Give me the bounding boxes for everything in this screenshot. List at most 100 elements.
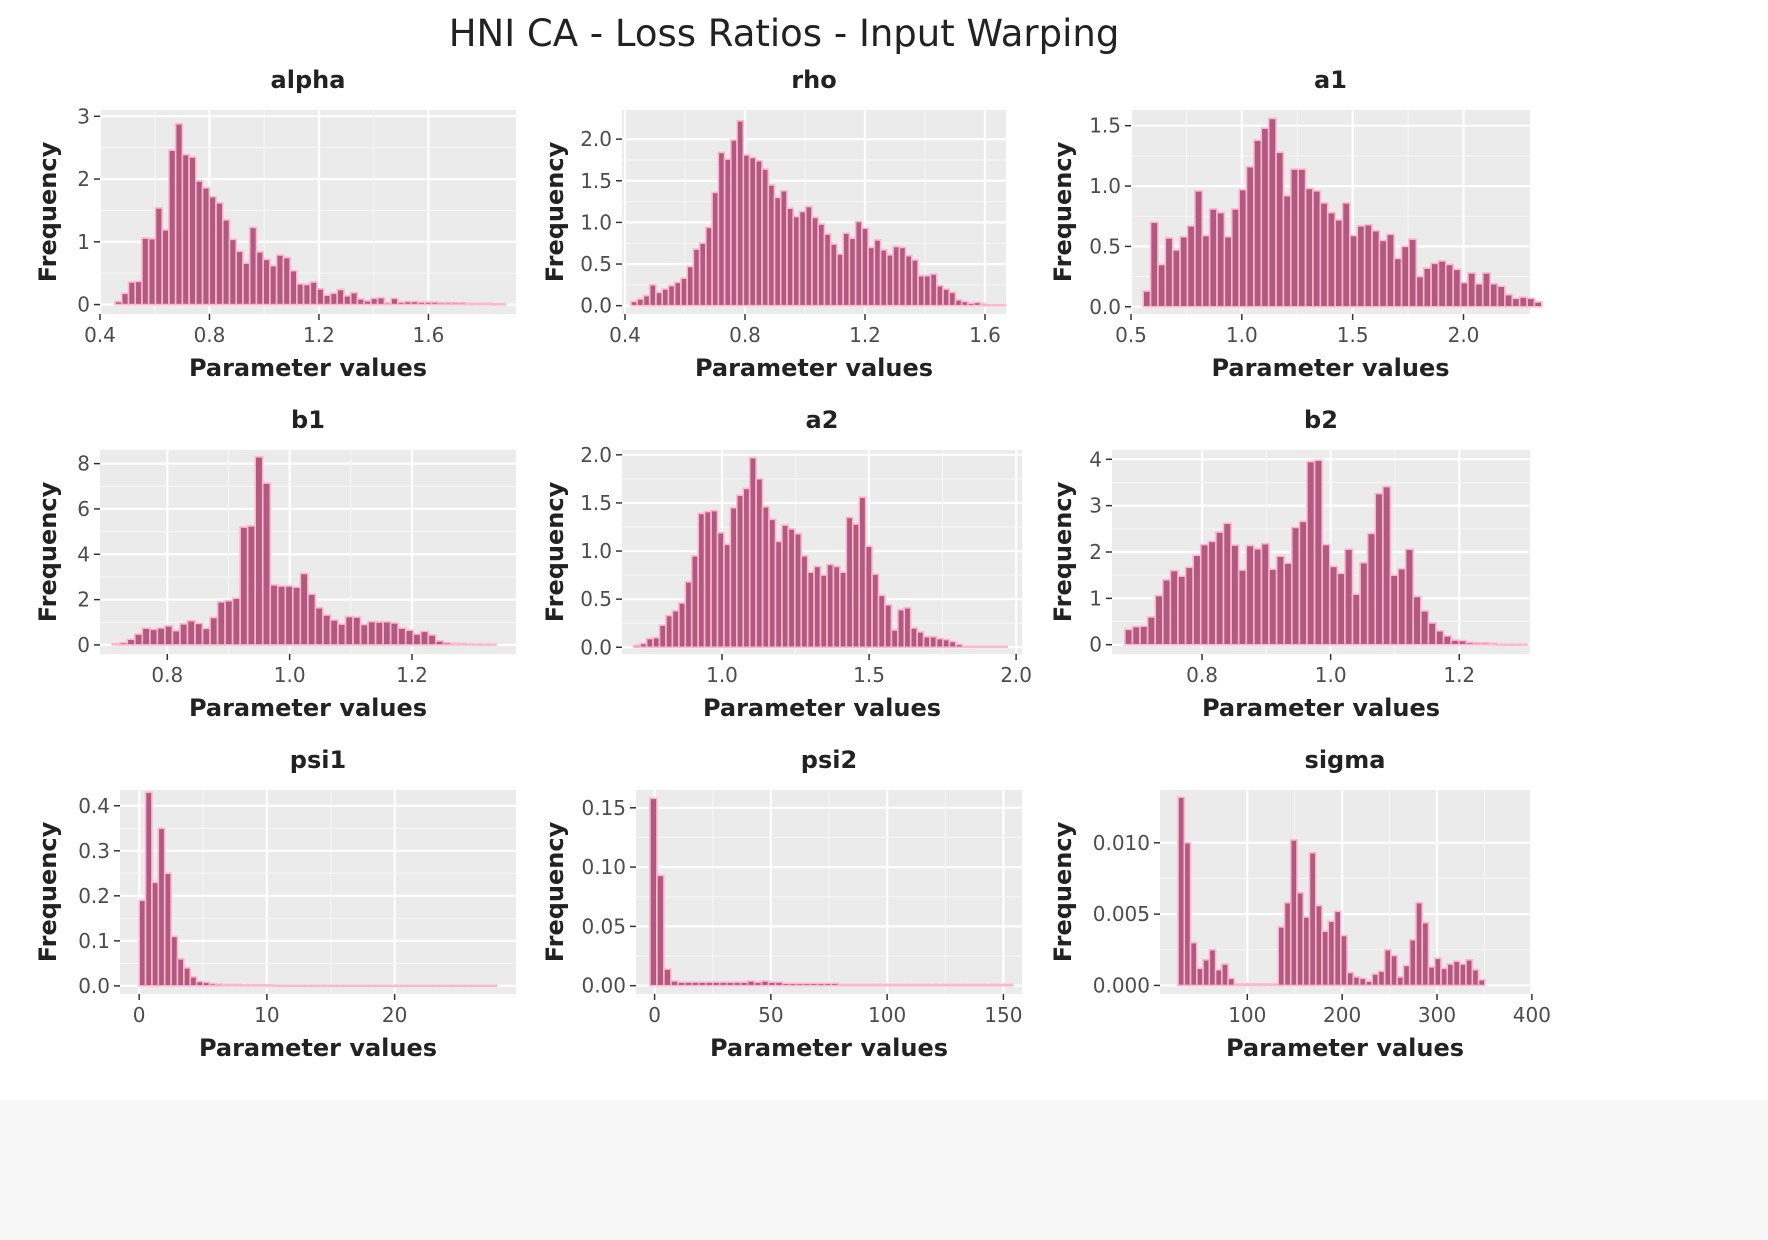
histogram-bar xyxy=(1321,543,1331,646)
histogram-bar xyxy=(134,633,144,646)
histogram-bar xyxy=(170,935,179,987)
histogram-bar xyxy=(773,196,782,307)
y-tick-label: 0.005 xyxy=(1093,902,1150,926)
histogram-bar xyxy=(1378,239,1388,308)
histogram-bar xyxy=(1146,616,1157,646)
histogram-bar xyxy=(1344,548,1354,646)
histogram-bar xyxy=(1452,268,1462,308)
histogram-bar xyxy=(1222,522,1232,646)
histogram-bar xyxy=(304,984,313,988)
histogram-bar xyxy=(228,238,238,306)
histogram-bar xyxy=(221,219,231,306)
y-tick-label: 3 xyxy=(1089,494,1102,518)
histogram-bar xyxy=(1427,622,1437,646)
histogram-bar xyxy=(248,226,258,306)
histogram-bar xyxy=(632,644,642,649)
histogram-bar xyxy=(1412,595,1422,646)
histogram-bar xyxy=(983,983,993,987)
histogram-bar xyxy=(686,265,695,307)
y-tick-label: 0.10 xyxy=(581,855,626,879)
histogram-bar xyxy=(201,627,211,646)
histogram-bar xyxy=(176,958,185,987)
y-tick-label: 2.0 xyxy=(580,127,612,151)
y-axis-label: Frequency xyxy=(34,141,62,282)
histogram-bar xyxy=(1385,233,1395,308)
histogram-bar xyxy=(316,288,325,306)
histogram-bar xyxy=(1253,547,1263,646)
histogram-bar xyxy=(1290,168,1300,308)
histogram-bar xyxy=(823,233,832,307)
histogram-bar xyxy=(1511,297,1521,308)
histogram-bar xyxy=(1415,901,1424,987)
histogram-bar xyxy=(1408,938,1417,987)
histogram-bar xyxy=(798,210,807,307)
histogram-bar xyxy=(1402,964,1411,987)
y-tick-label: 0.0 xyxy=(78,974,110,998)
histogram-bar xyxy=(909,627,918,649)
histogram-bar xyxy=(844,983,854,987)
histogram-bar xyxy=(1511,643,1521,646)
histogram-bar xyxy=(998,304,1007,307)
y-tick-label: 1.5 xyxy=(1089,114,1121,138)
histogram-bar xyxy=(949,983,958,987)
histogram-bar xyxy=(1177,796,1186,987)
histogram-bars xyxy=(111,455,497,646)
histogram-bar xyxy=(224,599,234,646)
histogram-bar xyxy=(997,983,1007,987)
histogram-bar xyxy=(723,543,732,649)
x-tick-label: 1.0 xyxy=(1315,663,1347,687)
histogram-bar xyxy=(871,573,880,649)
histogram-bar xyxy=(434,640,445,646)
histogram-bar xyxy=(450,642,460,646)
plot-background xyxy=(120,790,516,994)
histogram-bar xyxy=(215,983,223,987)
histogram-bar xyxy=(1358,977,1367,987)
histogram-bar xyxy=(670,980,679,987)
x-axis-label: Parameter values xyxy=(1226,1034,1464,1062)
histogram-bar xyxy=(1186,225,1196,308)
histogram-bar xyxy=(1196,967,1204,987)
y-tick-label: 0.15 xyxy=(581,796,626,820)
histogram-bar xyxy=(1336,572,1346,646)
histogram-bar xyxy=(451,984,460,988)
minor-gridlines xyxy=(636,790,1022,994)
histogram-bar xyxy=(817,223,826,307)
histogram-bar xyxy=(732,981,742,987)
histogram-bar xyxy=(661,288,670,307)
histogram-bar xyxy=(1245,544,1255,646)
histogram-bar xyxy=(1208,948,1217,987)
y-tick-label: 0 xyxy=(1089,633,1102,657)
panel-rho: 0.0 0.5 1.0 1.5 2.0 0.4 0.8 1.2 1.6 rho Parameter … xyxy=(541,66,1007,382)
histogram-bar xyxy=(1393,257,1403,308)
histogram-bar xyxy=(419,630,430,646)
histogram-bar xyxy=(484,302,493,306)
histogram-bar xyxy=(873,239,882,307)
histogram-bar xyxy=(858,496,867,649)
histogram-bar xyxy=(1440,967,1449,987)
panel-title: alpha xyxy=(271,66,346,94)
x-axis-label: Parameter values xyxy=(199,1034,437,1062)
histogram-bar xyxy=(1264,983,1273,987)
panel-psi1: 0.0 0.1 0.2 0.3 0.4 0 10 20 psi1 Parameter values… xyxy=(34,746,516,1062)
histogram-bar xyxy=(1169,569,1179,646)
histogram-bar xyxy=(1319,202,1329,308)
histogram-bar xyxy=(370,297,379,306)
x-axis-label: Parameter values xyxy=(703,694,941,722)
histogram-bar xyxy=(921,983,930,987)
histogram-bar xyxy=(1465,958,1474,987)
histogram-bar xyxy=(956,983,965,987)
histogram-bar xyxy=(977,983,986,987)
histogram-bar xyxy=(697,512,706,649)
histogram-bar xyxy=(168,149,177,306)
histogram-bar xyxy=(296,283,305,306)
histogram-bar xyxy=(400,984,409,988)
x-tick-label: 200 xyxy=(1323,1003,1361,1027)
y-tick-label: 1 xyxy=(77,230,90,254)
histogram-bar xyxy=(276,585,287,646)
histogram-bar xyxy=(768,518,777,649)
histogram-bar xyxy=(141,627,151,646)
histogram-bar xyxy=(430,301,440,306)
y-tick-label: 0.00 xyxy=(581,974,626,998)
y-tick-label: 0.5 xyxy=(580,587,612,611)
